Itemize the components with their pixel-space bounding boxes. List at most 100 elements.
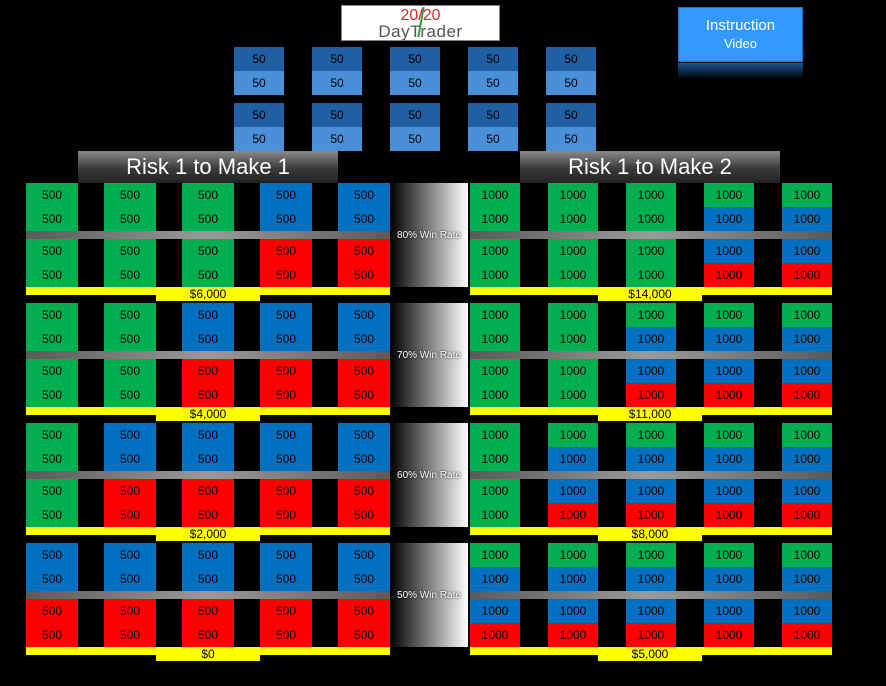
trade-cell: 1000 [782,543,832,567]
trade-cell: 500 [338,327,390,351]
trade-cell: 500 [338,303,390,327]
trade-cell: 500 [104,239,156,263]
top-cell: 50 [468,47,518,71]
logo: 20/20 DayTrader [341,5,500,41]
trade-cell: 1000 [782,263,832,287]
trade-cell: 500 [182,359,234,383]
trade-cell: 500 [104,303,156,327]
trade-cell: 1000 [782,303,832,327]
trade-cell: 500 [260,359,312,383]
trade-cell: 1000 [470,447,520,471]
top-cell: 50 [468,103,518,127]
win-rate-label: 60% Win Rate [390,423,468,527]
row-separator [470,471,832,479]
trade-cell: 1000 [548,599,598,623]
trade-cell: 1000 [704,183,754,207]
trade-cell: 500 [182,239,234,263]
trade-cell: 1000 [470,423,520,447]
trade-cell: 500 [338,263,390,287]
trade-cell: 1000 [704,623,754,647]
top-cell: 50 [312,71,362,95]
trade-cell: 1000 [470,327,520,351]
trade-cell: 500 [182,503,234,527]
trade-cell: 500 [26,303,78,327]
trade-cell: 1000 [704,383,754,407]
trade-cell: 1000 [626,183,676,207]
trade-cell: 500 [338,239,390,263]
trade-cell: 500 [26,183,78,207]
trade-cell: 1000 [782,383,832,407]
trade-cell: 500 [260,263,312,287]
trade-cell: 1000 [704,543,754,567]
trade-cell: 500 [260,303,312,327]
logo-line1: 20/20 [400,7,441,24]
trade-cell: 500 [182,599,234,623]
trade-cell: 1000 [548,263,598,287]
instruction-label: Instruction [705,17,776,34]
left-title: Risk 1 to Make 1 [78,151,338,183]
trade-cell: 500 [104,543,156,567]
trade-cell: 1000 [470,383,520,407]
win-rate-text: 50% Win Rate [397,589,461,601]
trade-cell: 1000 [626,479,676,503]
top-cell: 50 [546,103,596,127]
trade-cell: 500 [26,383,78,407]
trade-cell: 1000 [626,599,676,623]
trade-cell: 500 [338,359,390,383]
trade-cell: 500 [182,423,234,447]
left-total: $4,000 [156,407,260,421]
trade-cell: 500 [338,543,390,567]
trade-cell: 500 [182,567,234,591]
trade-cell: 1000 [548,567,598,591]
trade-cell: 1000 [626,503,676,527]
video-label: Video [723,36,757,51]
trade-cell: 500 [26,207,78,231]
win-rate-label: 80% Win Rate [390,183,468,287]
trade-cell: 500 [260,567,312,591]
trade-cell: 500 [260,327,312,351]
top-cell: 50 [234,127,284,151]
trade-cell: 1000 [626,359,676,383]
trade-cell: 1000 [548,327,598,351]
trade-cell: 1000 [782,599,832,623]
trade-cell: 500 [104,423,156,447]
left-total: $6,000 [156,287,260,301]
trade-cell: 1000 [704,503,754,527]
trade-cell: 500 [104,183,156,207]
top-cell: 50 [312,47,362,71]
top-cell: 50 [390,103,440,127]
trade-cell: 1000 [626,303,676,327]
top-cell: 50 [312,127,362,151]
trade-cell: 1000 [782,623,832,647]
trade-cell: 500 [26,479,78,503]
trade-cell: 500 [26,359,78,383]
trade-cell: 1000 [704,207,754,231]
top-cell: 50 [546,71,596,95]
win-rate-label: 70% Win Rate [390,303,468,407]
trade-cell: 1000 [626,263,676,287]
trade-cell: 1000 [704,599,754,623]
trade-cell: 500 [26,263,78,287]
trade-cell: 500 [260,183,312,207]
trade-cell: 500 [104,207,156,231]
trade-cell: 1000 [782,359,832,383]
trade-cell: 500 [104,503,156,527]
left-total: $0 [156,647,260,661]
trade-cell: 500 [182,383,234,407]
trade-cell: 1000 [470,543,520,567]
top-cell: 50 [546,127,596,151]
trade-cell: 1000 [704,239,754,263]
trade-cell: 500 [182,183,234,207]
trade-cell: 1000 [470,567,520,591]
trade-cell: 500 [260,239,312,263]
trade-cell: 1000 [626,543,676,567]
trade-cell: 500 [26,503,78,527]
top-cell: 50 [390,127,440,151]
win-rate-text: 70% Win Rate [397,349,461,361]
trade-cell: 1000 [626,447,676,471]
instruction-video-button[interactable]: Instruction Video [678,7,803,62]
trade-cell: 500 [338,383,390,407]
trade-cell: 1000 [626,567,676,591]
trade-cell: 500 [260,543,312,567]
trade-cell: 1000 [782,479,832,503]
